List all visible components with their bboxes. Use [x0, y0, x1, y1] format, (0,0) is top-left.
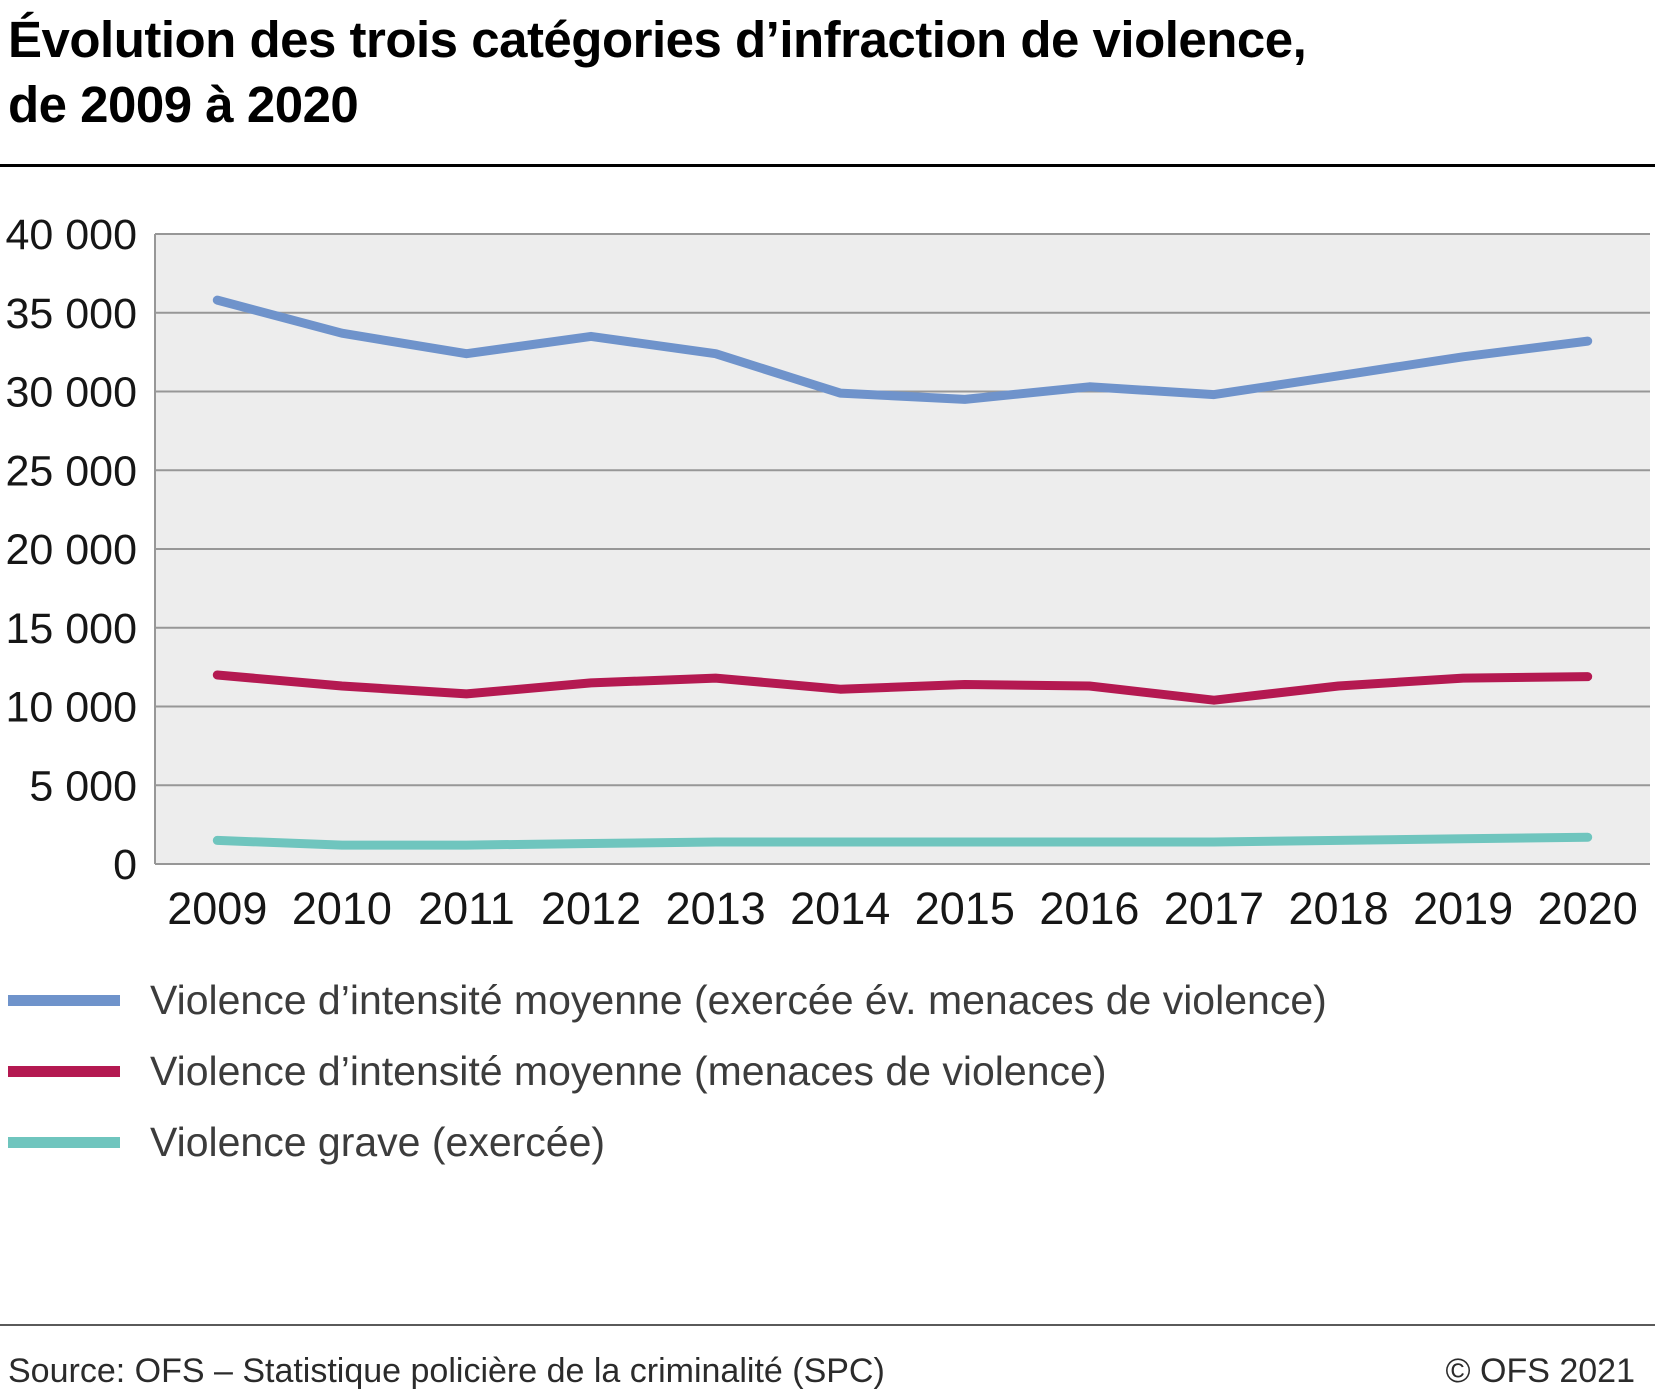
y-tick-label: 25 000 — [5, 447, 137, 495]
x-tick-label: 2014 — [790, 883, 890, 934]
x-tick-label: 2020 — [1538, 883, 1638, 934]
y-tick-label: 15 000 — [5, 604, 137, 652]
x-tick-label: 2016 — [1039, 883, 1139, 934]
x-tick-label: 2011 — [418, 883, 515, 934]
y-tick-label: 35 000 — [5, 289, 137, 337]
footer: Source: OFS – Statistique policière de l… — [0, 1324, 1655, 1391]
series-line — [212, 670, 1593, 705]
line-chart: 0 5 000 10 000 15 000 20 000 25 000 30 000 35 0… — [5, 219, 1650, 934]
legend-item: Violence d’intensité moyenne (menaces de… — [8, 1048, 1655, 1095]
series-line — [212, 295, 1593, 404]
source-text: Source: OFS – Statistique policière de l… — [8, 1352, 885, 1390]
page-title-line2: de 2009 à 2020 — [8, 75, 359, 133]
legend: Violence d’intensité moyenne (exercée év… — [0, 977, 1655, 1166]
legend-label: Violence d’intensité moyenne (exercée év… — [150, 976, 1327, 1023]
x-tick-label: 2012 — [541, 883, 641, 934]
legend-label: Violence grave (exercée) — [150, 1118, 606, 1165]
page-title-line1: Évolution des trois catégories d’infract… — [8, 11, 1307, 68]
y-tick-label: 20 000 — [5, 526, 137, 574]
x-tick-label: 2009 — [167, 883, 267, 934]
legend-swatch-teal — [8, 1136, 120, 1148]
series-line — [212, 832, 1593, 850]
x-tick-label: 2015 — [915, 883, 1015, 934]
x-tick-label: 2013 — [666, 883, 766, 934]
y-tick-label: 40 000 — [5, 219, 137, 259]
title-divider — [0, 163, 1655, 167]
legend-swatch-red — [8, 1065, 120, 1077]
y-tick-label: 5 000 — [29, 762, 137, 810]
copyright-text: © OFS 2021 — [1445, 1352, 1635, 1390]
y-tick-label: 30 000 — [5, 368, 137, 416]
legend-item: Violence grave (exercée) — [8, 1119, 1655, 1166]
y-tick-label: 10 000 — [5, 683, 137, 731]
page-title: Évolution des trois catégories d’infract… — [0, 8, 1655, 138]
footer-divider — [0, 1324, 1655, 1326]
legend-swatch-blue — [8, 994, 120, 1006]
x-tick-label: 2018 — [1288, 883, 1388, 934]
legend-label: Violence d’intensité moyenne (menaces de… — [150, 1047, 1107, 1094]
x-tick-label: 2017 — [1164, 883, 1264, 934]
chart-area: 0 5 000 10 000 15 000 20 000 25 000 30 000 35 0… — [0, 219, 1655, 939]
x-tick-label: 2019 — [1413, 883, 1513, 934]
x-tick-label: 2010 — [292, 883, 392, 934]
y-tick-label: 0 — [113, 841, 137, 889]
legend-item: Violence d’intensité moyenne (exercée év… — [8, 977, 1655, 1024]
